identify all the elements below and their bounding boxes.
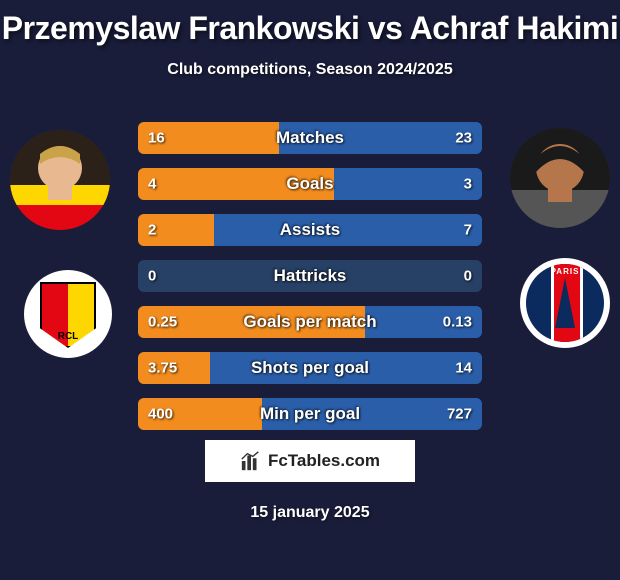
brand-text: FcTables.com bbox=[268, 451, 380, 471]
stat-value-left: 0 bbox=[148, 268, 156, 285]
stat-row: 2 Assists 7 bbox=[138, 214, 482, 246]
stat-value-left: 2 bbox=[148, 222, 156, 239]
brand-badge: FcTables.com bbox=[205, 440, 415, 482]
stat-row: 16 Matches 23 bbox=[138, 122, 482, 154]
stat-label: Goals per match bbox=[243, 312, 376, 332]
stat-value-right: 727 bbox=[447, 406, 472, 423]
stat-value-left: 0.25 bbox=[148, 314, 177, 331]
stat-value-right: 23 bbox=[455, 130, 472, 147]
stat-value-left: 4 bbox=[148, 176, 156, 193]
stat-value-left: 3.75 bbox=[148, 360, 177, 377]
stat-label: Min per goal bbox=[260, 404, 360, 424]
stat-row: 3.75 Shots per goal 14 bbox=[138, 352, 482, 384]
player-photo-left bbox=[10, 130, 110, 230]
stat-value-right: 14 bbox=[455, 360, 472, 377]
stat-row: 4 Goals 3 bbox=[138, 168, 482, 200]
player-right-avatar bbox=[510, 128, 610, 228]
date-text: 15 january 2025 bbox=[0, 504, 620, 522]
stat-label: Shots per goal bbox=[251, 358, 369, 378]
rc-lens-logo: RCL bbox=[38, 278, 98, 350]
stat-value-left: 16 bbox=[148, 130, 165, 147]
stat-bar-right bbox=[214, 214, 482, 246]
psg-logo: PARIS bbox=[524, 262, 606, 344]
stat-bar-right bbox=[334, 168, 482, 200]
stat-value-left: 400 bbox=[148, 406, 173, 423]
stat-label: Matches bbox=[276, 128, 344, 148]
player-photo-right bbox=[510, 128, 610, 228]
bar-chart-icon bbox=[240, 450, 262, 472]
stat-value-right: 0 bbox=[464, 268, 472, 285]
club-badge-left: RCL bbox=[24, 270, 112, 358]
subtitle: Club competitions, Season 2024/2025 bbox=[0, 61, 620, 79]
stat-row: 0.25 Goals per match 0.13 bbox=[138, 306, 482, 338]
stat-label: Hattricks bbox=[274, 266, 347, 286]
stat-label: Goals bbox=[286, 174, 333, 194]
page-title: Przemyslaw Frankowski vs Achraf Hakimi bbox=[0, 10, 620, 47]
stat-row: 400 Min per goal 727 bbox=[138, 398, 482, 430]
stat-row: 0 Hattricks 0 bbox=[138, 260, 482, 292]
stat-value-right: 0.13 bbox=[443, 314, 472, 331]
stat-label: Assists bbox=[280, 220, 340, 240]
stats-comparison: 16 Matches 23 4 Goals 3 2 Assists 7 0 Hattricks 0 0.… bbox=[138, 122, 482, 444]
stat-value-right: 7 bbox=[464, 222, 472, 239]
player-left-avatar bbox=[10, 130, 110, 230]
stat-value-right: 3 bbox=[464, 176, 472, 193]
club-badge-right: PARIS bbox=[520, 258, 610, 348]
